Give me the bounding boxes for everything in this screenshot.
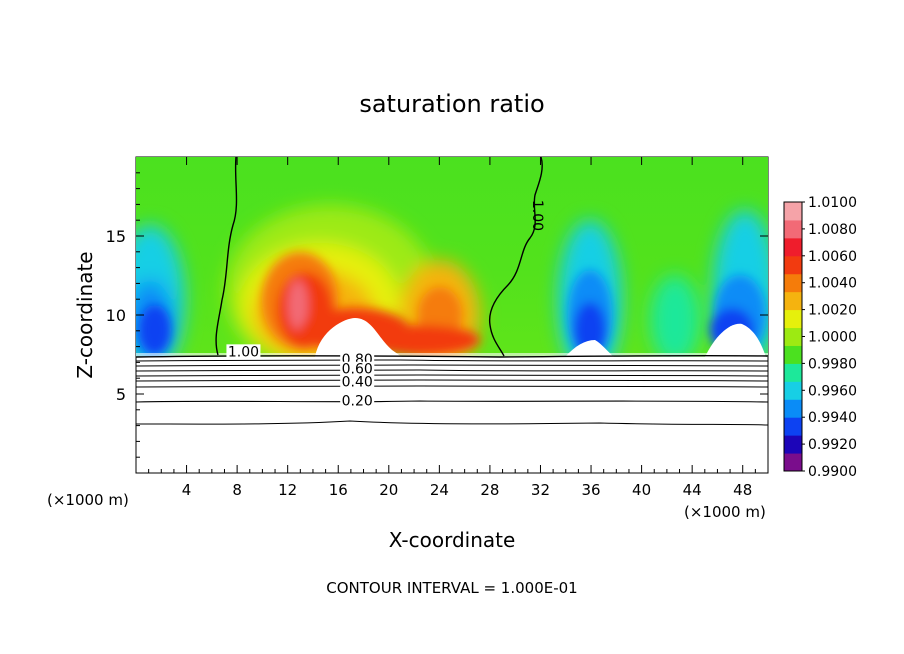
- colorbar-swatch: [784, 291, 802, 311]
- contour-label: 0.20: [342, 393, 373, 409]
- x-tick-label: 40: [632, 481, 651, 499]
- colorbar-swatch: [784, 255, 802, 275]
- colorbar-swatch: [784, 345, 802, 364]
- x-tick-label: 16: [329, 481, 348, 499]
- masked-region: [315, 318, 402, 357]
- colorbar-label: 1.0100: [808, 195, 857, 211]
- x-tick-label: 24: [430, 481, 449, 499]
- contour-label: 0.60: [342, 362, 373, 378]
- colorbar-label: 1.0000: [808, 330, 857, 346]
- x-tick-label: 32: [531, 481, 550, 499]
- x-tick-label: 4: [182, 481, 192, 499]
- colorbar: 1.0100 1.0080 1.0060 1.0040 1.0020 1.0000 0.99…: [783, 195, 857, 480]
- x-axis-label: X-coordinate: [389, 528, 516, 552]
- colorbar-swatch: [784, 363, 802, 382]
- chart-title: saturation ratio: [359, 90, 544, 118]
- contour-label: 0.40: [342, 374, 373, 390]
- x-tick-label: 44: [683, 481, 702, 499]
- contour-1-00-left: [215, 157, 238, 356]
- contour-label: 1.00: [529, 200, 545, 231]
- colorbar-label: 0.9940: [808, 410, 857, 426]
- colorbar-swatch: [784, 202, 802, 221]
- colorbar-swatch: [784, 381, 802, 400]
- colorbar-swatch: [784, 219, 802, 239]
- x-unit-label-right: (×1000 m): [684, 503, 766, 521]
- colorbar-label: 0.9900: [808, 464, 857, 480]
- x-tick-label: 28: [480, 481, 499, 499]
- y-tick-label: 10: [106, 306, 126, 325]
- colorbar-swatch: [784, 273, 802, 293]
- x-tick-label: 12: [278, 481, 297, 499]
- colorbar-label: 1.0060: [808, 249, 857, 265]
- colorbar-swatch: [784, 417, 802, 436]
- contour-1-00-right: [488, 157, 543, 357]
- colorbar-swatch: [784, 327, 802, 346]
- x-tick-label: 8: [232, 481, 242, 499]
- x-tick-label: 36: [581, 481, 600, 499]
- colorbar-swatch: [784, 237, 802, 257]
- x-tick-label: 48: [733, 481, 752, 499]
- y-tick-label: 5: [116, 385, 126, 404]
- colorbar-label: 1.0080: [808, 222, 857, 238]
- heatmap-field: [136, 157, 768, 357]
- colorbar-label: 1.0040: [808, 276, 857, 292]
- x-tick-label: 20: [379, 481, 398, 499]
- y-axis-label: Z-coordinate: [73, 251, 97, 378]
- y-tick-label: 15: [106, 227, 126, 246]
- x-unit-label-left: (×1000 m): [47, 491, 129, 509]
- colorbar-label: 0.9980: [808, 356, 857, 372]
- contour-label-bg: [340, 393, 375, 408]
- colorbar-label: 0.9920: [808, 437, 857, 453]
- contour-label-bg: [340, 361, 375, 376]
- colorbar-swatch: [784, 309, 802, 329]
- contour-label: 1.00: [228, 344, 259, 360]
- contour-labels: 1.001.000.800.600.400.20: [226, 200, 545, 409]
- colorbar-label: 0.9960: [808, 383, 857, 399]
- colorbar-swatch: [784, 453, 802, 472]
- contour-interval-note: CONTOUR INTERVAL = 1.000E-01: [326, 579, 577, 597]
- colorbar-swatch: [784, 435, 802, 454]
- contour-label-bg: [340, 374, 375, 389]
- contour-label-bg: [226, 344, 261, 359]
- colorbar-swatch: [784, 399, 802, 418]
- colorbar-label: 1.0020: [808, 303, 857, 319]
